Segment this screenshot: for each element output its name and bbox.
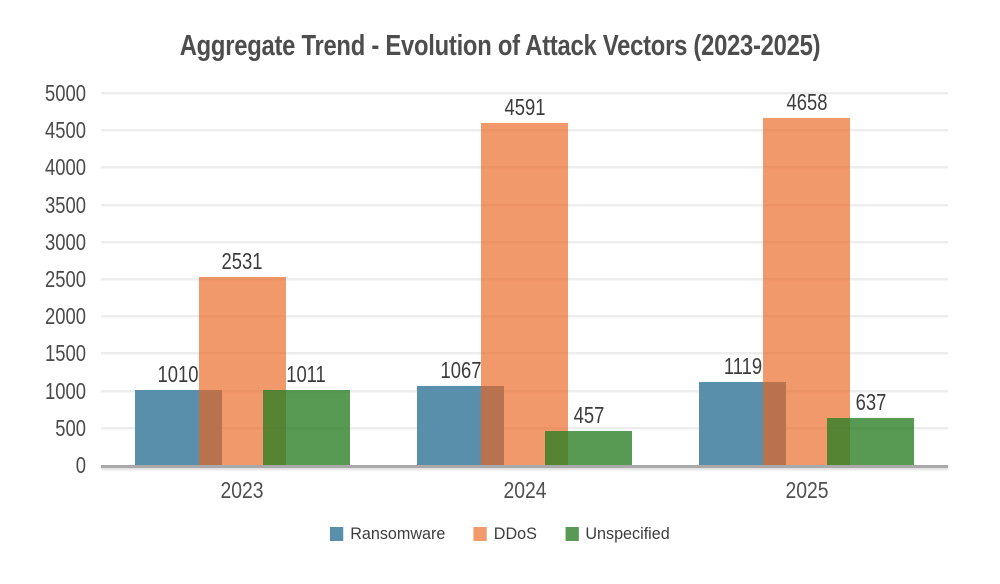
bar-value-label: 457 (573, 401, 604, 428)
bar-ddos-2024 (481, 123, 568, 465)
bar-unspecified-2023 (262, 389, 350, 465)
bar-value-label: 637 (855, 388, 887, 415)
x-axis-category-label: 2025 (785, 477, 829, 503)
x-axis-category-label: 2024 (503, 477, 546, 503)
bar-value-label: 1010 (157, 360, 199, 387)
legend-label-ddos: DDoS (493, 524, 537, 543)
chart-legend: Ransomware DDoS Unspecified (25, 524, 975, 544)
legend-item-ddos: DDoS (473, 524, 537, 544)
gridline (101, 92, 948, 94)
bar-value-label: 4591 (504, 94, 545, 121)
y-axis-tick-label: 500 (55, 414, 86, 441)
bar-unspecified-2024 (545, 430, 632, 465)
y-axis-tick-label: 4000 (45, 154, 86, 181)
y-axis-tick-label: 3500 (45, 191, 86, 218)
bar-value-label: 1067 (440, 356, 481, 383)
legend-label-unspecified: Unspecified (585, 524, 670, 543)
x-axis-line (101, 465, 948, 468)
chart-title: Aggregate Trend - Evolution of Attack Ve… (179, 30, 821, 62)
y-axis-tick-label: 2000 (45, 303, 86, 330)
bar-value-label: 2531 (221, 247, 263, 274)
y-axis-tick-label: 3000 (45, 228, 86, 255)
bar-value-label: 1011 (286, 360, 326, 387)
legend-item-ransomware: Ransomware (330, 524, 445, 544)
y-axis-tick-label: 5000 (45, 80, 86, 106)
y-axis-tick-label: 2500 (45, 266, 86, 292)
y-axis-tick-label: 1500 (45, 340, 86, 367)
legend-label-ransomware: Ransomware (350, 524, 446, 543)
ransomware-swatch-icon (330, 527, 344, 541)
unspecified-swatch-icon (565, 527, 579, 541)
bar-ddos-2025 (763, 118, 851, 465)
y-axis-tick-label: 0 (75, 452, 86, 478)
y-axis-tick-label: 1000 (45, 377, 86, 404)
y-axis-tick-label: 4500 (45, 117, 86, 144)
ddos-swatch-icon (473, 527, 488, 541)
bar-value-label: 4658 (786, 89, 828, 116)
bar-value-label: 1119 (723, 352, 762, 379)
bar-unspecified-2025 (827, 417, 915, 465)
x-axis-category-label: 2023 (220, 477, 264, 503)
legend-item-unspecified: Unspecified (565, 524, 670, 544)
